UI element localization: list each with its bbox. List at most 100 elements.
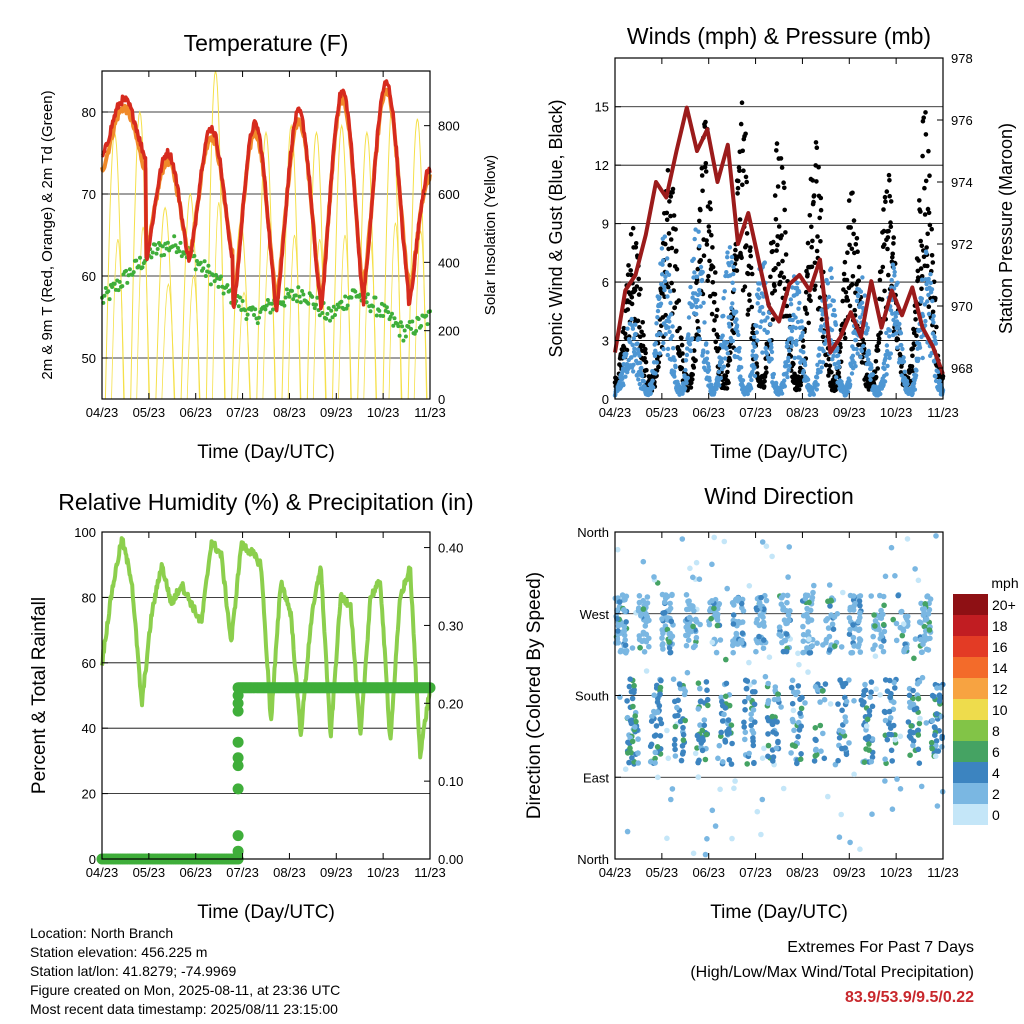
direction-point — [869, 754, 876, 760]
wind-point — [625, 326, 630, 331]
gust-point — [676, 348, 682, 353]
dewpoint-point — [103, 286, 108, 290]
colorbar-label: 16 — [992, 639, 1008, 655]
gust-point — [697, 218, 702, 224]
wind-point — [865, 357, 871, 362]
y-tick-label: 6 — [602, 275, 609, 290]
x-tick-label: 06/23 — [692, 865, 725, 880]
dewpoint-point — [396, 324, 401, 329]
gust-point — [783, 252, 789, 257]
x-tick-label: 10/23 — [367, 405, 400, 420]
wind-point — [856, 294, 861, 299]
direction-point — [798, 723, 804, 729]
direction-point — [644, 594, 651, 600]
direction-point — [644, 600, 651, 606]
dewpoint-point — [325, 311, 330, 316]
wind-point — [655, 315, 660, 320]
dewpoint-point — [315, 295, 320, 300]
gust-point — [880, 264, 886, 270]
gust-point — [890, 251, 895, 257]
direction-point — [939, 744, 945, 750]
wind-point — [695, 298, 700, 303]
dewpoint-point — [116, 288, 121, 293]
dewpoint-point — [172, 234, 177, 239]
wind-point — [930, 331, 936, 336]
direction-point — [719, 718, 726, 724]
gust-point — [886, 272, 891, 278]
direction-point — [824, 616, 831, 622]
wind-point — [861, 343, 866, 349]
gust-point — [815, 234, 820, 239]
gust-point — [848, 225, 853, 230]
direction-point — [751, 760, 757, 767]
direction-point — [838, 644, 845, 650]
dewpoint-point — [198, 260, 203, 265]
wind-point — [621, 362, 626, 367]
direction-point — [802, 700, 808, 706]
direction-point — [843, 698, 850, 705]
wind-point — [814, 375, 820, 380]
wind-point — [696, 229, 701, 234]
direction-point — [637, 645, 643, 651]
wind-point — [697, 291, 703, 296]
gust-point — [747, 298, 752, 303]
y2-tick-label: 0.10 — [438, 774, 463, 789]
gust-point — [640, 320, 645, 325]
wind-point — [848, 382, 853, 387]
direction-point — [632, 724, 638, 730]
gust-point — [891, 235, 896, 240]
colorbar-label: 2 — [992, 786, 1000, 802]
dewpoint-point — [225, 283, 230, 288]
x-tick-label: 04/23 — [86, 865, 119, 880]
wind-point — [631, 369, 636, 374]
direction-point — [702, 756, 709, 763]
direction-point — [910, 729, 917, 736]
direction-point — [691, 608, 697, 614]
wind-point — [757, 295, 762, 300]
wind-point — [653, 371, 658, 376]
direction-point — [742, 736, 748, 743]
direction-point — [891, 699, 897, 706]
gust-point — [776, 224, 782, 229]
direction-point — [872, 642, 878, 648]
wind-point — [712, 390, 717, 395]
wind-point — [700, 269, 705, 275]
axes-frame: 04/23 05/23 06/23 07/23 08/23 09/23 10/23 11/23… — [595, 51, 973, 420]
wind-point — [936, 369, 941, 374]
direction-point — [690, 850, 697, 857]
gust-point — [812, 260, 818, 266]
dewpoint-point — [312, 306, 317, 311]
y-axis-label: Sonic Wind & Gust (Blue, Black) — [546, 99, 566, 357]
gust-point — [749, 304, 755, 310]
gust-point — [920, 153, 925, 159]
gust-point — [637, 325, 642, 330]
wind-point — [900, 346, 905, 352]
wind-point — [774, 380, 779, 386]
direction-point — [886, 708, 893, 715]
direction-point — [829, 621, 836, 627]
direction-point — [880, 593, 887, 600]
wind-point — [718, 375, 723, 381]
direction-point — [789, 742, 796, 748]
direction-point — [677, 718, 684, 725]
gust-point — [739, 100, 745, 105]
wind-point — [759, 291, 764, 296]
direction-point — [857, 602, 863, 609]
direction-point — [773, 745, 780, 751]
gust-point — [667, 262, 672, 268]
chart-title: Relative Humidity (%) & Precipitation (i… — [58, 489, 473, 515]
direction-point — [892, 737, 898, 743]
wind-point — [632, 346, 637, 351]
direction-point — [707, 607, 713, 614]
gust-point — [635, 318, 641, 324]
wind-point — [923, 318, 928, 324]
direction-point — [709, 639, 716, 646]
wind-point — [789, 336, 794, 341]
gust-point — [624, 347, 630, 353]
direction-point — [793, 691, 799, 698]
direction-point — [695, 680, 702, 686]
direction-point — [918, 600, 924, 607]
direction-point — [745, 695, 752, 701]
direction-point — [765, 753, 771, 760]
gust-point — [846, 198, 852, 203]
